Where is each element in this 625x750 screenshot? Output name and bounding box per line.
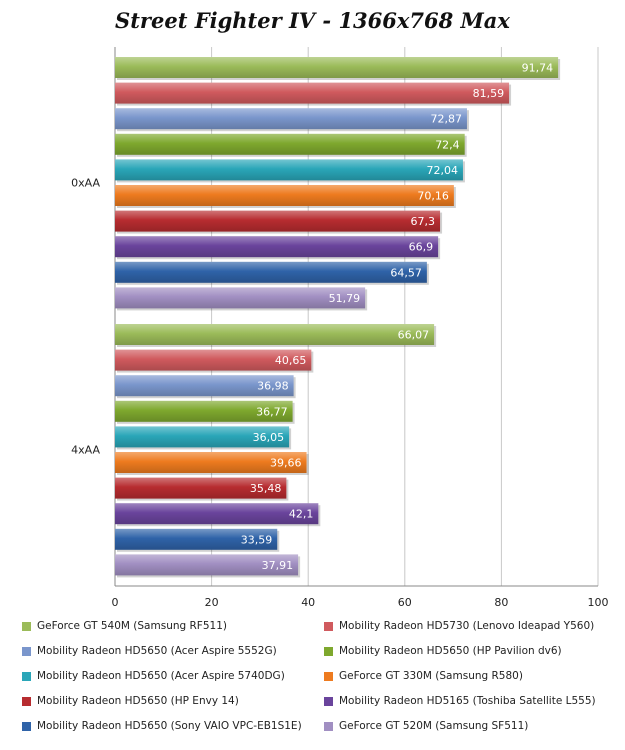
data-label: 66,07 [398,329,430,342]
legend-label: Mobility Radeon HD5650 (Acer Aspire 5740… [37,670,285,682]
data-label: 36,05 [253,431,285,444]
x-tick-label: 100 [588,596,609,609]
x-tick-label: 60 [398,596,412,609]
data-label: 91,74 [522,62,554,75]
legend-item: Mobility Radeon HD5650 (Acer Aspire 5552… [22,645,277,657]
data-label: 72,87 [430,113,462,126]
legend-swatch [324,646,333,656]
x-tick-label: 40 [301,596,315,609]
legend-label: Mobility Radeon HD5650 (HP Pavilion dv6) [339,645,562,657]
category-label: 4xAA [71,444,100,457]
legend-label: Mobility Radeon HD5650 (Acer Aspire 5552… [37,645,277,657]
legend-swatch [324,696,333,706]
legend-swatch [324,621,333,631]
bar-chart: 0 20 40 60 80 100 91,74 81,59 72,87 72,4 72,04 70,1… [71,47,609,610]
data-label: 36,77 [256,405,288,418]
legend-item: GeForce GT 540M (Samsung RF511) [22,620,227,632]
legend-label: Mobility Radeon HD5730 (Lenovo Ideapad Y… [339,620,595,632]
legend-label: Mobility Radeon HD5165 (Toshiba Satellit… [339,695,596,707]
data-label: 35,48 [250,482,282,495]
bar [115,159,463,181]
bar [115,349,312,371]
bar [115,452,307,473]
data-label: 64,57 [390,266,422,279]
bar [115,503,319,525]
bar [115,426,290,448]
data-label: 72,04 [426,164,458,177]
data-label: 51,79 [329,292,361,305]
legend-item: GeForce GT 520M (Samsung SF511) [324,720,528,732]
bar [115,554,299,576]
legend-item: Mobility Radeon HD5730 (Lenovo Ideapad Y… [324,620,594,632]
x-tick-label: 0 [112,596,119,609]
x-tick-label: 20 [205,596,219,609]
legend-swatch [22,721,31,731]
data-label: 39,66 [270,457,302,470]
data-label: 70,16 [417,190,449,203]
chart-title: Street Fighter IV - 1366x768 Max [115,8,510,33]
bar [115,82,510,104]
labels: 0 20 40 60 80 100 91,74 81,59 72,87 72,4 72,04 70,1… [71,62,608,610]
bar [115,185,454,206]
bar [115,133,465,155]
bar [115,57,559,78]
legend-swatch [22,621,31,631]
bar [115,400,293,422]
legend-item: Mobility Radeon HD5650 (HP Pavilion dv6) [324,645,562,657]
legend-item: Mobility Radeon HD5650 (Sony VAIO VPC-EB… [22,720,302,732]
bar [115,236,439,258]
legend-item: Mobility Radeon HD5650 (HP Envy 14) [22,695,239,707]
data-label: 81,59 [473,87,505,100]
bar [115,210,441,232]
data-label: 36,98 [257,380,289,393]
x-tick-label: 80 [494,596,508,609]
data-label: 37,91 [262,559,294,572]
legend-label: GeForce GT 330M (Samsung R580) [339,670,523,682]
legend-label: Mobility Radeon HD5650 (HP Envy 14) [37,695,239,707]
legend-swatch [324,671,333,681]
category-label: 0xAA [71,177,100,190]
data-label: 42,1 [289,508,314,521]
legend-label: GeForce GT 540M (Samsung RF511) [37,620,227,632]
legend-label: Mobility Radeon HD5650 (Sony VAIO VPC-EB… [37,720,302,732]
legend-item: GeForce GT 330M (Samsung R580) [324,670,523,682]
legend-swatch [324,721,333,731]
legend-swatch [22,696,31,706]
legend-item: Mobility Radeon HD5650 (Acer Aspire 5740… [22,670,285,682]
data-label: 40,65 [275,354,307,367]
legend-item: Mobility Radeon HD5165 (Toshiba Satellit… [324,695,596,707]
legend-label: GeForce GT 520M (Samsung SF511) [339,720,529,732]
bar [115,477,287,499]
bars [115,57,561,578]
legend-swatch [22,671,31,681]
bar [115,287,366,309]
bar [115,324,435,345]
legend-swatch [22,646,31,656]
data-label: 72,4 [435,138,460,151]
bar [115,261,427,283]
data-label: 66,9 [409,241,434,254]
bar [115,108,467,130]
data-label: 33,59 [241,533,273,546]
data-label: 67,3 [411,215,436,228]
bar [115,528,278,550]
bar [115,375,294,397]
